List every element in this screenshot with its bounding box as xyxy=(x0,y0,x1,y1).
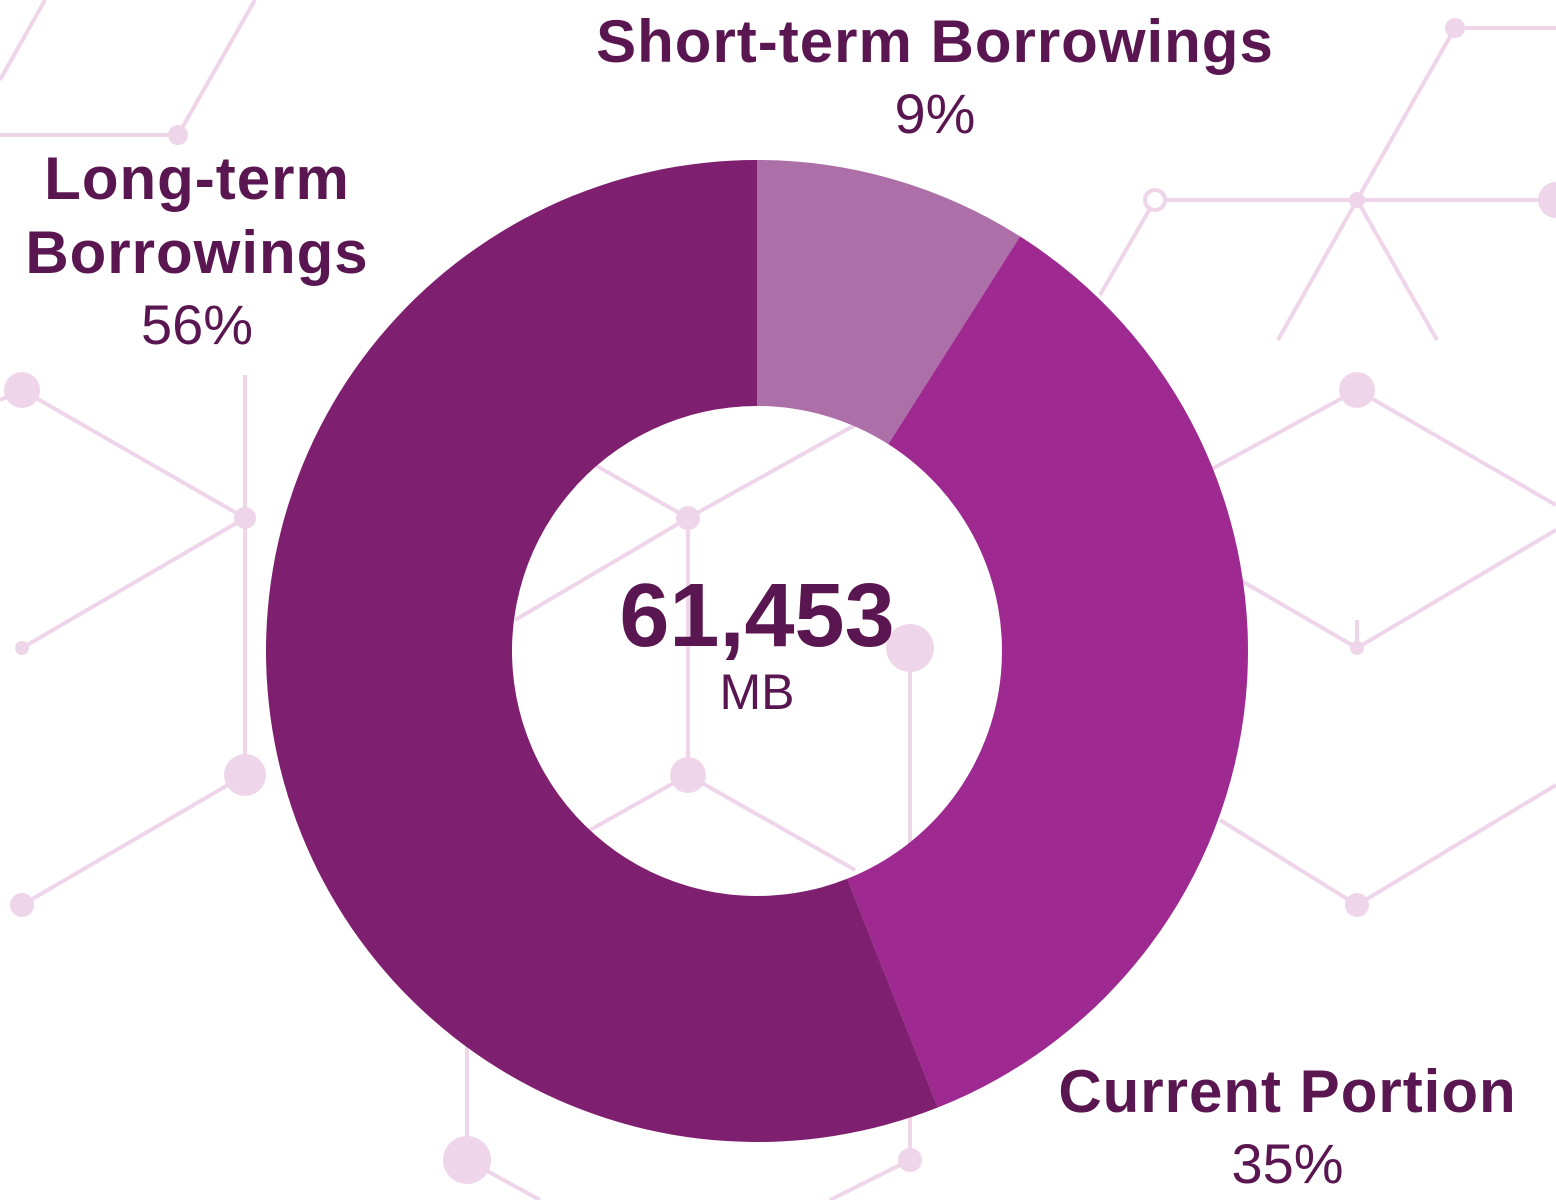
center-total: 61,453 MB xyxy=(557,568,957,720)
value-label: 9% xyxy=(560,79,1310,149)
value-label: 56% xyxy=(17,290,377,360)
center-value: 61,453 xyxy=(557,568,957,664)
category-name: Long-term Borrowings xyxy=(17,142,377,290)
value-label: 35% xyxy=(1020,1129,1555,1199)
category-name: Current Portion xyxy=(1020,1055,1555,1129)
category-name: Short-term Borrowings xyxy=(560,5,1310,79)
page: 61,453 MB (() => { const data = JSON.par… xyxy=(0,0,1556,1200)
center-unit: MB xyxy=(557,664,957,720)
